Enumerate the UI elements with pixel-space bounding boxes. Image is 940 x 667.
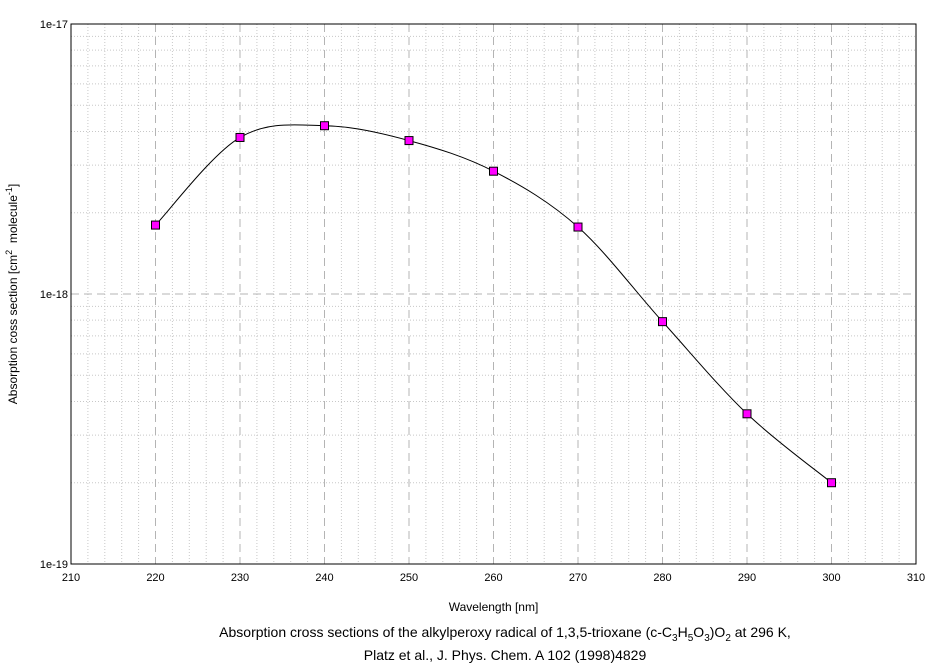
plot-frame (70, 23, 917, 565)
caption-sub: 3 (672, 632, 678, 644)
x-tick-label: 300 (822, 572, 840, 584)
data-point (235, 132, 245, 142)
data-point (320, 121, 329, 131)
x-tick-label: 240 (315, 572, 333, 584)
x-tick-label: 260 (484, 572, 502, 584)
x-tick-label: 230 (231, 572, 249, 584)
y-tick-label: 1e-17 (40, 19, 68, 31)
caption-part: at 296 K, (730, 624, 791, 640)
caption-sub: 2 (725, 632, 731, 644)
caption-part: )O (709, 624, 726, 640)
y-axis-title: Absorption coss section [cm2 molecule-1] (4, 184, 20, 404)
data-point (151, 220, 160, 230)
caption-part: O (693, 624, 705, 640)
y-tick-labels: 1e-19 1e-18 1e-17 (40, 19, 68, 571)
y-axis-title-sup-1: 2 (4, 250, 14, 255)
data-point (573, 222, 583, 232)
y-tick-label: 1e-19 (40, 559, 68, 571)
y-axis-title-part-2: molecule (6, 195, 20, 250)
x-tick-label: 280 (653, 572, 671, 584)
x-axis-title: Wavelength [nm] (449, 600, 539, 614)
data-point (489, 166, 498, 176)
x-tick-labels: 210 220 230 240 250 260 270 280 290 300 310 (62, 572, 925, 584)
y-tick-label: 1e-18 (40, 289, 68, 301)
x-tick-label: 270 (569, 572, 587, 584)
data-point (404, 136, 414, 146)
caption-part: Absorption cross sections of the alkylpe… (219, 624, 673, 640)
grid-major (71, 24, 916, 564)
x-tick-label: 310 (907, 572, 925, 584)
x-tick-label: 220 (146, 572, 164, 584)
caption-line-2: Platz et al., J. Phys. Chem. A 102 (1998… (363, 647, 647, 663)
x-tick-label: 210 (62, 572, 80, 584)
caption-sub: 5 (687, 632, 694, 644)
y-axis-title-sup-2: -1 (4, 187, 14, 195)
y-axis-title-part-3: ] (6, 184, 20, 187)
data-point (742, 409, 752, 419)
caption-part: H (677, 624, 688, 640)
data-markers (151, 121, 836, 488)
data-point (827, 478, 836, 488)
chart: 210 220 230 240 250 260 270 280 290 300 310 1e-191… (4, 19, 925, 614)
caption-line-1: Absorption cross sections of the alkylpe… (70, 624, 940, 644)
x-tick-label: 250 (400, 572, 418, 584)
data-point (658, 317, 667, 327)
caption-sub: 3 (704, 632, 710, 644)
x-tick-label: 290 (738, 572, 756, 584)
series-line (155, 124, 832, 484)
y-axis-title-part-1: Absorption coss section [cm (6, 255, 20, 404)
